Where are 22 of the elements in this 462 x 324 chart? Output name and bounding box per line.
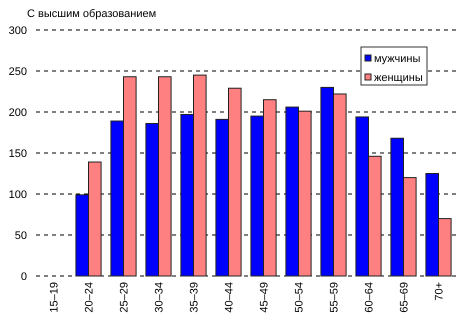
x-tick-label: 45–49 [258,282,270,313]
x-tick-label: 50–54 [294,282,306,313]
x-tick-label: 35–39 [188,282,200,313]
y-tick-label: 100 [8,188,27,201]
y-tick-label: 50 [14,230,27,242]
chart-title: С высшим образованием [27,8,156,20]
x-tick-label: 55–59 [328,282,340,313]
x-tick-label: 65–69 [398,282,410,313]
x-tick-label: 30–34 [154,282,166,313]
legend-label: мужчины [374,52,420,65]
x-tick-label: 40–44 [224,282,236,313]
x-tick-label: 60–64 [364,282,376,313]
x-tick-label: 15–19 [48,282,60,313]
x-tick-label: 25–29 [118,282,130,313]
legend-label: женщины [374,72,423,84]
x-tick-label: 20–24 [84,282,96,313]
y-tick-label: 0 [20,270,27,283]
y-tick-label: 200 [8,106,27,119]
y-tick-label: 300 [8,24,27,37]
y-tick-label: 150 [8,148,27,160]
x-tick-label: 70+ [434,282,446,301]
y-tick-label: 250 [8,66,27,78]
